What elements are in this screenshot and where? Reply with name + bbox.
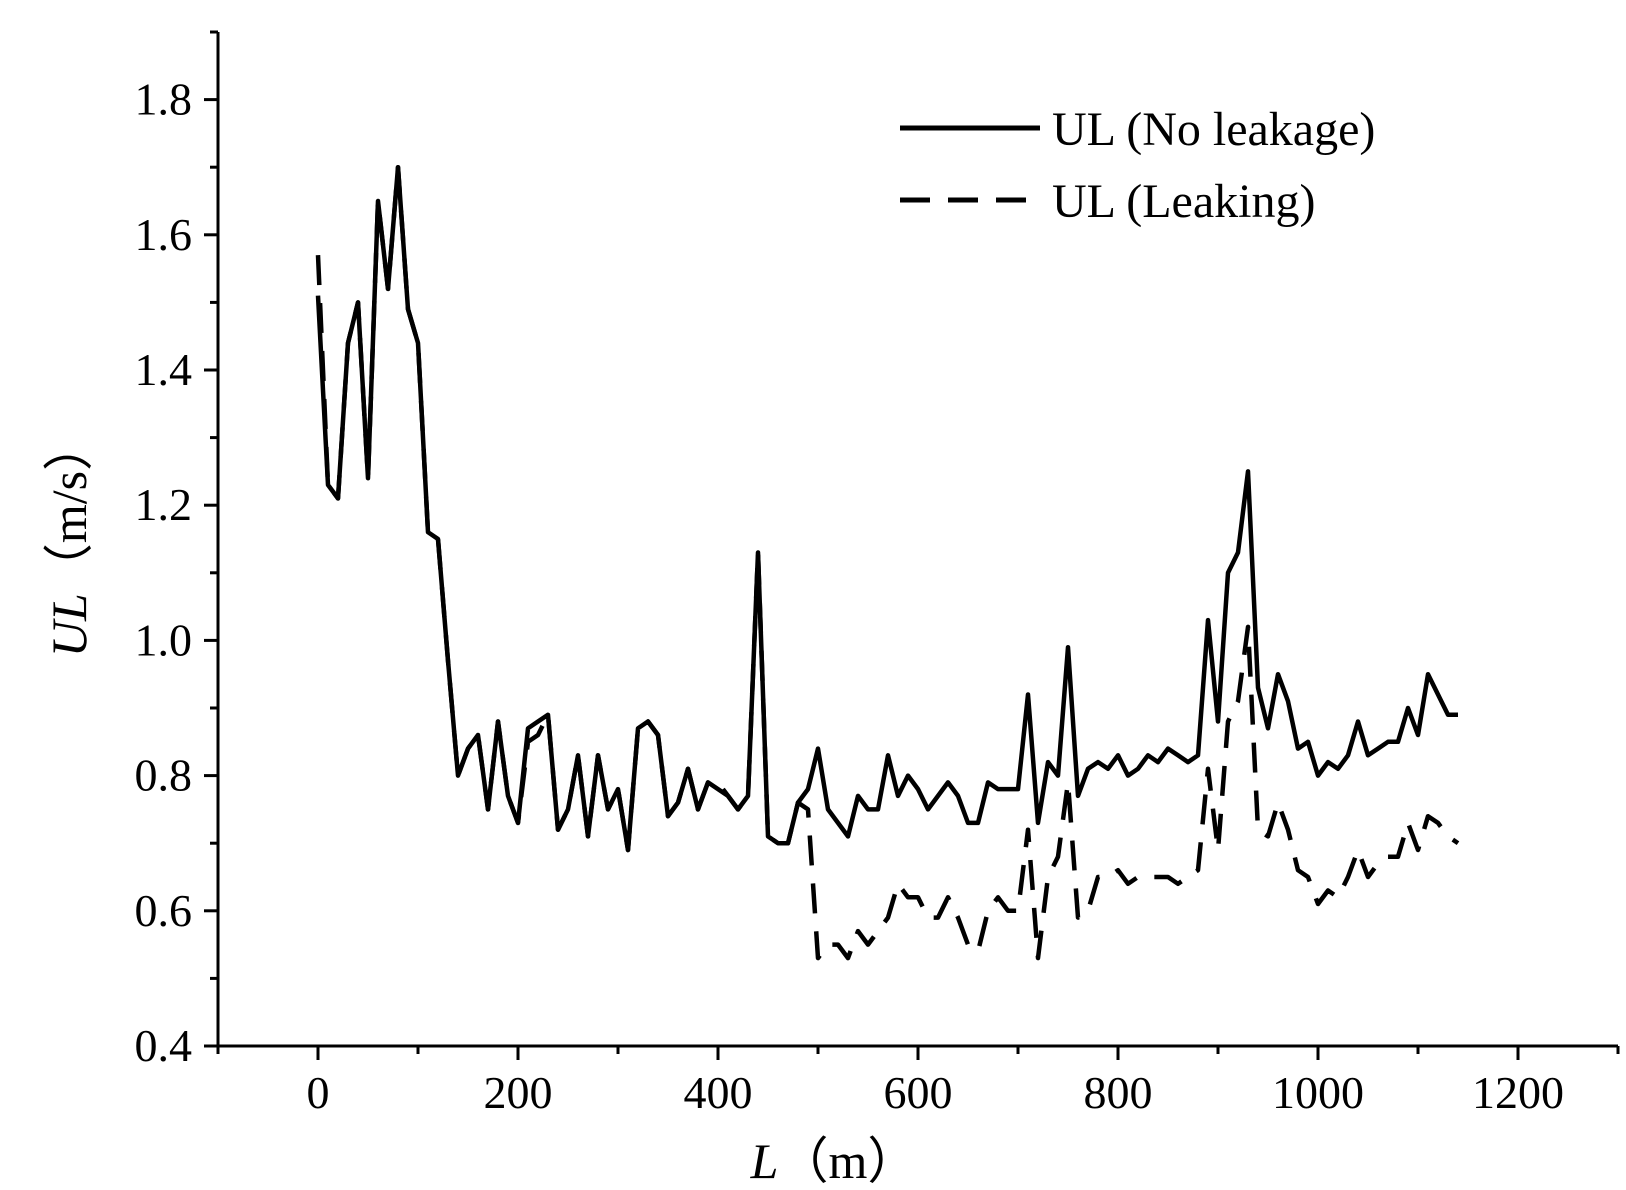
legend-label-no-leakage: UL (No leakage) [1052, 103, 1375, 156]
x-tick-label: 400 [684, 1067, 753, 1118]
x-tick-label: 800 [1084, 1067, 1153, 1118]
series-line-leaking [315, 164, 1460, 961]
y-tick-label: 1.6 [135, 209, 193, 260]
x-tick-label: 200 [484, 1067, 553, 1118]
y-tick-label: 1.4 [135, 344, 193, 395]
x-axis-title-unit: （m） [778, 1133, 917, 1189]
y-axis-title-symbol: UL [41, 593, 97, 657]
y-tick-label: 1.0 [135, 614, 193, 665]
axes: 0 200 400 600 800 1000 1200 0.4 0.6 0.8 1.0 1.2 1.4 1… [135, 30, 1620, 1118]
x-tick-label: 600 [884, 1067, 953, 1118]
axis-titles: L（m） UL（m/s） [41, 421, 917, 1189]
x-tick-label: 1200 [1472, 1067, 1564, 1118]
x-tick-label: 1000 [1272, 1067, 1364, 1118]
x-axis-title: L（m） [750, 1133, 918, 1189]
legend-label-leaking: UL (Leaking) [1052, 175, 1315, 228]
y-tick-label: 0.8 [135, 750, 193, 801]
series-line-no-leakage [315, 164, 1458, 853]
x-tick-label: 0 [307, 1067, 330, 1118]
series-layer [315, 164, 1460, 961]
x-axis-title-symbol: L [750, 1133, 779, 1189]
y-tick-label: 0.4 [135, 1020, 193, 1071]
y-tick-label: 1.2 [135, 479, 193, 530]
legend: UL (No leakage) UL (Leaking) [900, 103, 1375, 228]
y-axis-title: UL（m/s） [41, 421, 97, 657]
y-tick-label: 0.6 [135, 885, 193, 936]
y-tick-label: 1.8 [135, 74, 193, 125]
y-axis-title-unit: （m/s） [41, 421, 97, 593]
